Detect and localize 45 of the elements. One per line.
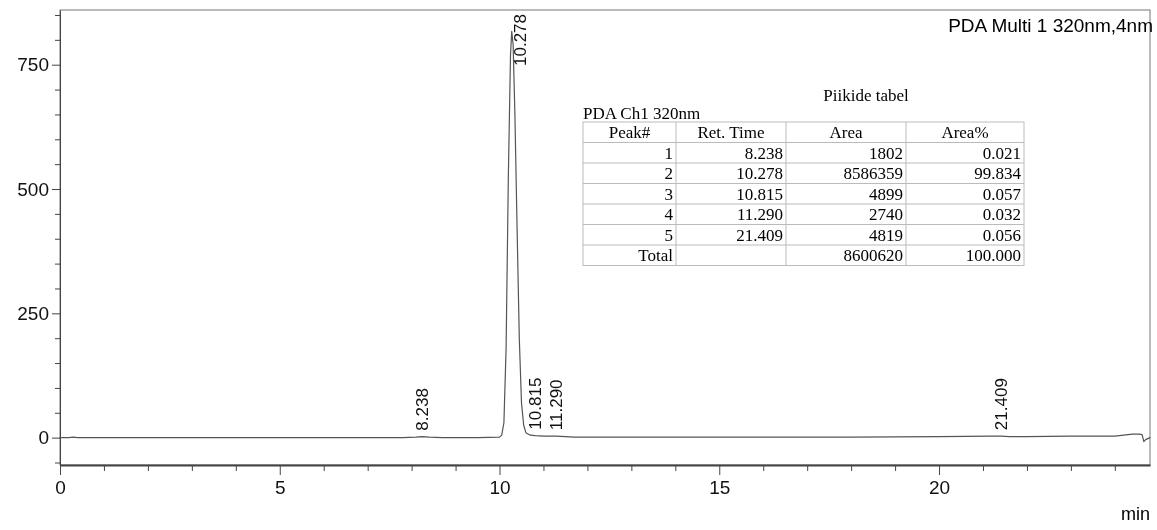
y-tick-label: 500 [17, 178, 49, 200]
annotation: 21.409 [991, 378, 1011, 431]
annotation: 99.834 [974, 164, 1022, 183]
annotation: Peak# [608, 123, 651, 142]
annotation: Piikide tabel [823, 86, 909, 105]
y-tick-label: 750 [17, 54, 49, 76]
x-tick-label: 5 [274, 477, 286, 499]
y-tick-label: 0 [38, 427, 49, 449]
annotation: 0.021 [982, 143, 1021, 163]
annotation: Ret. Time [697, 123, 765, 142]
annotation: 4819 [869, 225, 903, 245]
annotation: 4 [664, 205, 674, 224]
annotation: 10.815 [736, 184, 783, 204]
annotation: 0.032 [982, 205, 1021, 224]
y-tick-label: 250 [17, 302, 49, 324]
annotation: 8.238 [744, 143, 783, 163]
annotation: 10.815 [526, 377, 546, 430]
annotation: 11.290 [547, 379, 567, 431]
chart-title: PDA Multi 1 320nm,4nm [948, 15, 1153, 36]
x-tick-label: 15 [709, 477, 731, 499]
annotation: 3 [664, 184, 673, 204]
annotation: 8.238 [413, 388, 433, 431]
annotation: 0.057 [982, 184, 1022, 204]
annotation: 8586359 [843, 164, 903, 183]
annotation: PDA Ch1 320nm [583, 104, 701, 123]
x-tick-label: 20 [928, 477, 951, 499]
annotation: 10.278 [510, 14, 530, 66]
annotation: 1 [664, 143, 673, 163]
annotation: 1802 [869, 143, 903, 163]
annotation: 2740 [869, 205, 903, 224]
x-tick-label: 0 [55, 477, 66, 499]
annotation: 100.000 [965, 246, 1021, 265]
annotation: 0.056 [982, 225, 1021, 245]
annotation: Area [829, 123, 863, 142]
annotation: Area% [941, 123, 989, 142]
x-axis-title: min [1120, 504, 1150, 524]
annotation: 21.409 [736, 225, 783, 245]
annotation: Total [638, 246, 674, 265]
annotation: 10.278 [736, 164, 783, 183]
annotation: 8600620 [843, 246, 903, 265]
x-tick-label: 10 [489, 477, 511, 499]
annotation: 5 [664, 225, 673, 245]
annotation: 11.290 [736, 205, 783, 224]
annotation: 2 [664, 164, 673, 183]
annotation: 4899 [869, 184, 903, 204]
